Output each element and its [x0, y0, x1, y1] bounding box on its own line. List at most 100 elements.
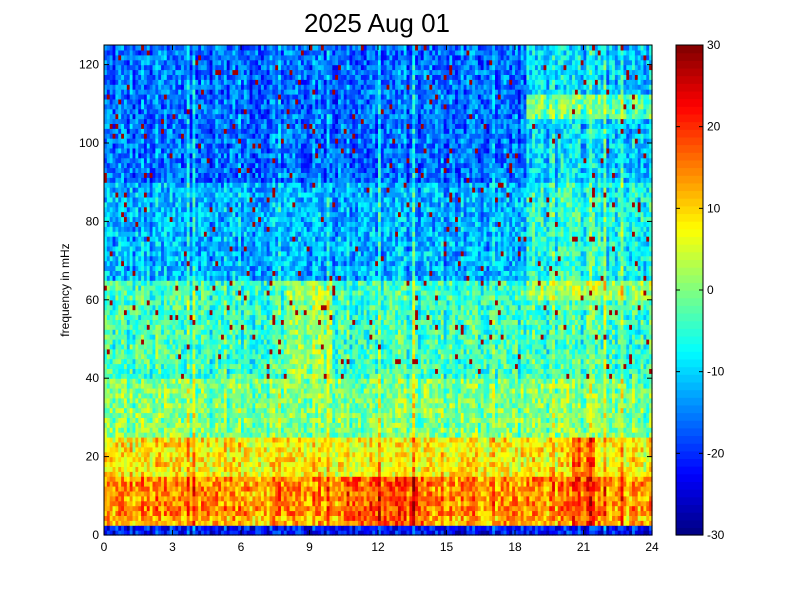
heatmap-cell: [118, 79, 122, 85]
heatmap-cell: [112, 69, 117, 75]
heatmap-cell: [106, 280, 111, 286]
heatmap-cell: [112, 383, 117, 389]
heatmap-cell: [123, 368, 128, 374]
heatmap-cell: [126, 500, 131, 507]
heatmap-cell: [104, 143, 108, 149]
heatmap-cell: [106, 461, 111, 467]
heatmap-cell: [118, 441, 122, 448]
heatmap-cell: [121, 388, 125, 394]
heatmap-cell: [104, 486, 108, 492]
heatmap-cell: [129, 510, 134, 516]
heatmap-cell: [118, 172, 122, 178]
heatmap-cell: [112, 481, 117, 487]
heatmap-cell: [106, 466, 111, 472]
heatmap-cell: [115, 412, 119, 418]
heatmap-cell: [121, 392, 125, 399]
heatmap-cell: [129, 476, 134, 482]
heatmap-cell: [109, 280, 114, 286]
heatmap-cell: [121, 152, 125, 159]
heatmap-cell: [115, 265, 119, 271]
heatmap-cell: [121, 412, 125, 418]
heatmap-cell: [112, 466, 117, 472]
heatmap-cell: [132, 250, 136, 257]
heatmap-cell: [109, 152, 114, 159]
heatmap-cell: [104, 265, 108, 271]
heatmap-cell: [115, 368, 119, 374]
heatmap-cell: [109, 343, 114, 350]
heatmap-cell: [109, 74, 114, 80]
heatmap-cell: [129, 520, 134, 526]
heatmap-cell: [104, 260, 108, 267]
heatmap-cell: [115, 113, 119, 120]
heatmap-cell: [118, 245, 122, 252]
heatmap-cell: [126, 481, 131, 487]
heatmap-cell: [118, 319, 122, 325]
heatmap-cell: [115, 500, 119, 507]
heatmap-cell: [115, 505, 119, 512]
heatmap-cell: [109, 441, 114, 448]
heatmap-cell: [109, 177, 114, 183]
heatmap-cell: [112, 74, 117, 80]
heatmap-cell: [126, 177, 131, 183]
heatmap-cell: [112, 456, 117, 463]
heatmap-cell: [121, 329, 125, 335]
heatmap-cell: [106, 59, 111, 66]
heatmap-cell: [112, 407, 117, 414]
heatmap-cell: [121, 177, 125, 183]
heatmap-cell: [129, 45, 134, 51]
heatmap-cell: [112, 260, 117, 267]
heatmap-cell: [109, 49, 114, 56]
heatmap-cell: [112, 334, 117, 340]
heatmap-cell: [121, 339, 125, 345]
heatmap-cell: [129, 118, 134, 124]
heatmap-cell: [115, 187, 119, 193]
heatmap-cell: [132, 373, 136, 379]
heatmap-cell: [115, 162, 119, 169]
heatmap-cell: [121, 290, 125, 296]
heatmap-cell: [118, 285, 122, 291]
heatmap-cell: [123, 128, 128, 134]
heatmap-cell: [126, 196, 131, 203]
heatmap-cell: [129, 451, 134, 458]
heatmap-cell: [109, 329, 114, 335]
heatmap-cell: [121, 196, 125, 203]
heatmap-cell: [123, 392, 128, 399]
heatmap-cell: [126, 265, 131, 271]
heatmap-cell: [129, 196, 134, 203]
heatmap-cell: [109, 397, 114, 404]
heatmap-cell: [118, 304, 122, 311]
heatmap-cell: [106, 79, 111, 85]
heatmap-cell: [126, 495, 131, 502]
heatmap-cell: [118, 314, 122, 320]
heatmap-cell: [123, 329, 128, 335]
heatmap-cell: [112, 392, 117, 399]
heatmap-cell: [129, 309, 134, 316]
heatmap-cell: [112, 241, 117, 247]
heatmap-cell: [129, 128, 134, 134]
heatmap-cell: [132, 334, 136, 340]
heatmap-cell: [118, 461, 122, 467]
heatmap-cell: [129, 192, 134, 198]
heatmap-cell: [121, 211, 125, 218]
heatmap-cell: [129, 412, 134, 418]
heatmap-cell: [109, 471, 114, 477]
heatmap-cell: [109, 304, 114, 311]
heatmap-cell: [106, 314, 111, 320]
heatmap-cell: [118, 456, 122, 463]
heatmap-cell: [132, 285, 136, 291]
heatmap-cell: [121, 54, 125, 61]
heatmap-cell: [126, 392, 131, 399]
heatmap-cell: [112, 299, 117, 306]
heatmap-cell: [112, 192, 117, 198]
heatmap-cell: [118, 182, 122, 188]
heatmap-cell: [104, 221, 108, 227]
heatmap-cell: [104, 476, 108, 482]
heatmap-cell: [123, 334, 128, 340]
heatmap-cell: [129, 417, 134, 423]
heatmap-cell: [104, 45, 108, 51]
heatmap-cell: [115, 221, 119, 227]
heatmap-cell: [123, 84, 128, 90]
heatmap-cell: [121, 157, 125, 164]
heatmap-cell: [129, 525, 134, 531]
heatmap-cell: [118, 309, 122, 316]
